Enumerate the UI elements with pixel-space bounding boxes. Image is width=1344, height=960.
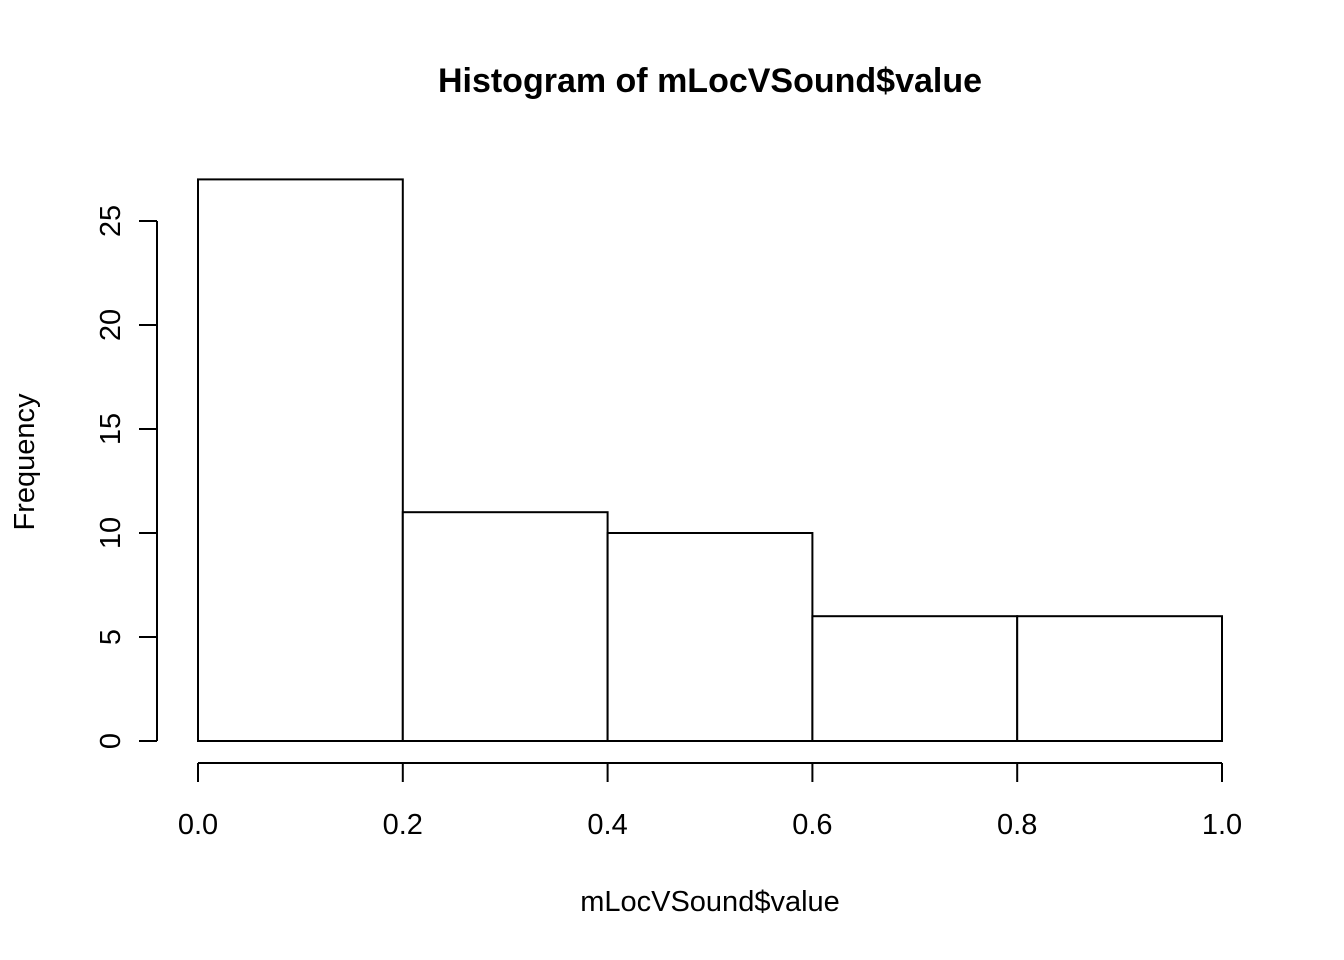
y-axis-label: Frequency <box>9 393 41 531</box>
histogram-bar-3 <box>811 615 1019 743</box>
histogram-bar-2 <box>606 532 814 742</box>
histogram-bar-1 <box>401 511 609 743</box>
x-tick-label-3: 0.6 <box>792 809 832 841</box>
x-tick-label-2: 0.4 <box>587 809 627 841</box>
histogram-bar-4 <box>1016 615 1224 743</box>
x-tick-label-5: 1.0 <box>1202 809 1242 841</box>
y-axis: 0 5 10 15 20 25 <box>95 205 158 749</box>
histogram-bar-0 <box>197 178 404 742</box>
y-tick-label-4: 20 <box>95 309 127 341</box>
y-tick-label-1: 5 <box>95 629 127 645</box>
x-tick-label-4: 0.8 <box>997 809 1037 841</box>
y-tick-label-5: 25 <box>95 205 127 237</box>
y-tick-label-3: 15 <box>95 413 127 445</box>
x-axis-label: mLocVSound$value <box>580 886 840 918</box>
y-tick-label-0: 0 <box>95 733 127 749</box>
chart-title: Histogram of mLocVSound$value <box>438 62 982 100</box>
x-tick-label-0: 0.0 <box>178 809 218 841</box>
y-tick-label-2: 10 <box>95 517 127 549</box>
x-axis: 0.0 0.2 0.4 0.6 0.8 1.0 <box>178 762 1242 841</box>
bars-group <box>197 178 1224 743</box>
x-tick-label-1: 0.2 <box>383 809 423 841</box>
